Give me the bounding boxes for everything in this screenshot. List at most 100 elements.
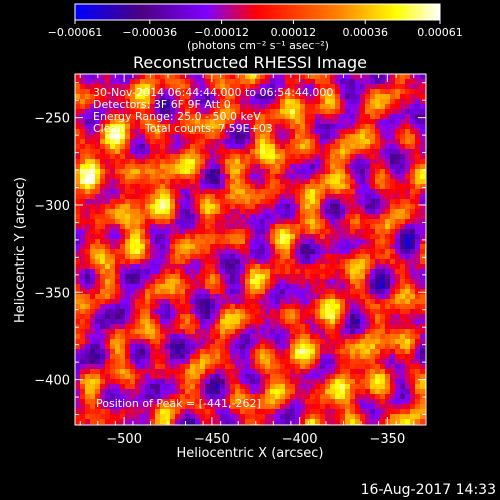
heatmap-cell [350, 339, 356, 345]
heatmap-cell [165, 169, 171, 175]
heatmap-cell [85, 414, 91, 420]
heatmap-cell [135, 209, 141, 215]
heatmap-cell [120, 264, 126, 270]
heatmap-cell [380, 124, 386, 130]
heatmap-cell [180, 194, 186, 200]
heatmap-cell [150, 99, 156, 105]
heatmap-cell [380, 134, 386, 140]
heatmap-cell [95, 389, 101, 395]
heatmap-cell [420, 159, 426, 165]
heatmap-cell [170, 119, 176, 125]
heatmap-cell [355, 159, 361, 165]
heatmap-cell [240, 264, 246, 270]
heatmap-cell [395, 344, 401, 350]
heatmap-cell [225, 169, 231, 175]
heatmap-cell [140, 274, 146, 280]
heatmap-cell [120, 259, 126, 265]
heatmap-cell [305, 339, 311, 345]
heatmap-cell [135, 134, 141, 140]
heatmap-cell [170, 194, 176, 200]
heatmap-cell [375, 404, 381, 410]
heatmap-cell [140, 234, 146, 240]
heatmap-cell [375, 334, 381, 340]
heatmap-cell [185, 204, 191, 210]
heatmap-cell [145, 109, 151, 115]
heatmap-cell [110, 264, 116, 270]
heatmap-cell [140, 219, 146, 225]
heatmap-cell [335, 104, 341, 110]
heatmap-cell [310, 104, 316, 110]
heatmap-cell [365, 209, 371, 215]
heatmap-cell [180, 324, 186, 330]
heatmap-cell [175, 274, 181, 280]
heatmap-cell [285, 334, 291, 340]
heatmap-cell [330, 249, 336, 255]
heatmap-cell [110, 279, 116, 285]
heatmap-cell [370, 309, 376, 315]
heatmap-cell [290, 334, 296, 340]
heatmap-cell [360, 234, 366, 240]
heatmap-cell [135, 379, 141, 385]
heatmap-cell [170, 254, 176, 260]
heatmap-cell [375, 344, 381, 350]
heatmap-cell [370, 204, 376, 210]
heatmap-cell [185, 379, 191, 385]
heatmap-cell [80, 374, 86, 380]
heatmap-cell [240, 119, 246, 125]
heatmap-cell [135, 369, 141, 375]
heatmap-cell [85, 324, 91, 330]
heatmap-cell [270, 94, 276, 100]
heatmap-cell [125, 114, 131, 120]
heatmap-cell [385, 204, 391, 210]
heatmap-cell [310, 259, 316, 265]
heatmap-cell [235, 94, 241, 100]
heatmap-cell [330, 129, 336, 135]
heatmap-cell [330, 279, 336, 285]
heatmap-cell [90, 359, 96, 365]
heatmap-cell [410, 184, 416, 190]
heatmap-cell [335, 339, 341, 345]
heatmap-cell [130, 409, 136, 415]
heatmap-cell [115, 359, 121, 365]
heatmap-cell [175, 169, 181, 175]
heatmap-cell [275, 84, 281, 90]
heatmap-cell [325, 169, 331, 175]
heatmap-cell [140, 404, 146, 410]
heatmap-cell [170, 89, 176, 95]
heatmap-cell [225, 254, 231, 260]
heatmap-cell [200, 354, 206, 360]
heatmap-cell [250, 184, 256, 190]
heatmap-cell [355, 79, 361, 85]
heatmap-cell [300, 139, 306, 145]
heatmap-cell [315, 394, 321, 400]
heatmap-cell [340, 159, 346, 165]
heatmap-cell [295, 319, 301, 325]
heatmap-cell [335, 159, 341, 165]
heatmap-cell [235, 184, 241, 190]
heatmap-cell [285, 209, 291, 215]
heatmap-cell [330, 374, 336, 380]
heatmap-cell [415, 254, 421, 260]
heatmap-cell [275, 109, 281, 115]
heatmap-cell [115, 214, 121, 220]
heatmap-cell [275, 279, 281, 285]
heatmap-cell [100, 229, 106, 235]
heatmap-cell [395, 184, 401, 190]
heatmap-cell [125, 319, 131, 325]
heatmap-cell [180, 309, 186, 315]
heatmap-cell [150, 299, 156, 305]
heatmap-cell [390, 214, 396, 220]
heatmap-cell [235, 149, 241, 155]
heatmap-cell [215, 239, 221, 245]
heatmap-cell [110, 204, 116, 210]
heatmap-cell [420, 214, 426, 220]
heatmap-cell [360, 284, 366, 290]
heatmap-cell [415, 134, 421, 140]
heatmap-cell [380, 284, 386, 290]
heatmap-cell [90, 169, 96, 175]
heatmap-cell [165, 144, 171, 150]
heatmap-cell [380, 114, 386, 120]
heatmap-cell [375, 149, 381, 155]
heatmap-cell [360, 349, 366, 355]
heatmap-cell [285, 219, 291, 225]
